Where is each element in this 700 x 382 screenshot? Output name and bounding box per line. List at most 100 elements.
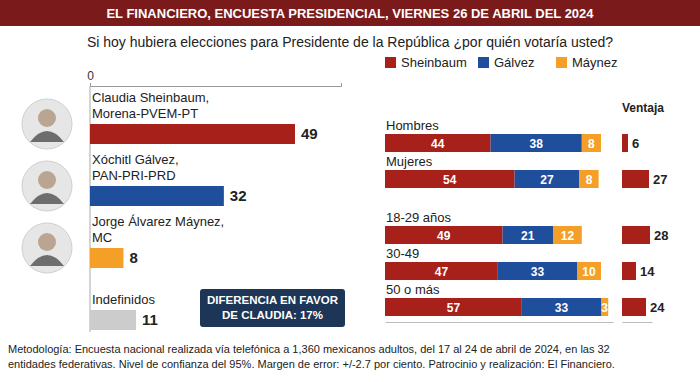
category-label: Claudia Sheinbaum,Morena-PVEM-PT — [92, 90, 209, 121]
bar — [622, 170, 649, 188]
data-label: 28 — [654, 228, 668, 243]
bar — [90, 186, 224, 206]
data-label: 54 — [443, 173, 457, 187]
bar-segment — [491, 134, 582, 152]
bar-segment — [522, 298, 601, 316]
data-label: 6 — [632, 136, 639, 151]
photo-head — [38, 109, 56, 127]
legend-label: Sheinbaum — [401, 55, 467, 70]
chart-root: EL FINANCIERO, ENCUESTA PRESIDENCIAL, VI… — [0, 0, 700, 382]
chart-title: Ventaja — [622, 101, 664, 115]
bar-segment — [385, 298, 522, 316]
data-label: 10 — [582, 265, 596, 279]
breakdown-chart: Sheinbaum Gálvez Máynez Hombres Mujeres 18-29… — [385, 55, 618, 323]
legend-swatch — [385, 57, 396, 68]
bar-segment — [385, 226, 503, 244]
axis-line — [386, 322, 614, 323]
data-label: 33 — [555, 301, 569, 315]
data-label: 27 — [653, 172, 667, 187]
data-label: 24 — [650, 300, 665, 315]
data-label: 11 — [142, 311, 158, 328]
photo-body — [30, 131, 64, 142]
bar-segment — [385, 134, 491, 152]
legend-label: Gálvez — [494, 55, 534, 70]
question: Si hoy hubiera elecciones para President… — [87, 34, 613, 50]
category-label: 50 o más — [386, 282, 440, 297]
x-axis: 0 — [87, 69, 341, 87]
annotation: DIFERENCIA EN FAVORDE CLAUDIA: 17% — [207, 294, 339, 321]
bar — [622, 226, 650, 244]
tick: 0 — [87, 69, 94, 86]
bar-segment — [582, 134, 601, 152]
data-label: 32 — [230, 187, 247, 204]
data-label: 8 — [129, 249, 137, 266]
bar — [90, 124, 295, 144]
data-label: 14 — [640, 264, 655, 279]
legend-label: Máynez — [572, 55, 618, 70]
methodology: entidades federativas. Nivel de confianz… — [8, 358, 615, 370]
photo-frame — [22, 99, 72, 149]
data-label: 27 — [540, 173, 554, 187]
advantage-chart: Ventaja 6 27 28 14 24 — [622, 101, 668, 323]
legend: Sheinbaum Gálvez Máynez — [385, 55, 618, 70]
tick-mark — [90, 83, 91, 86]
bar — [622, 262, 636, 280]
bar — [90, 310, 136, 330]
photo — [22, 161, 72, 211]
axis-line — [91, 83, 342, 87]
bar-segment — [498, 262, 577, 280]
bars — [622, 134, 650, 316]
bar-segment — [385, 170, 515, 188]
category-label: Mujeres — [386, 154, 433, 169]
category-label: Indefinidos — [92, 292, 155, 307]
data-label: 8 — [586, 173, 593, 187]
photo — [22, 223, 72, 273]
photo-head — [38, 171, 56, 189]
legend-swatch — [556, 57, 567, 68]
grid-line — [90, 86, 91, 332]
data-label: 38 — [530, 137, 544, 151]
photo-body — [30, 193, 64, 204]
bar — [90, 248, 123, 268]
category-label: Hombres — [386, 118, 439, 133]
photo-frame — [22, 223, 72, 273]
bar-segment — [579, 170, 598, 188]
x-axis — [623, 322, 653, 323]
photo-frame — [22, 161, 72, 211]
bar — [622, 298, 646, 316]
data-label: 47 — [435, 265, 449, 279]
data-label: 3 — [601, 301, 608, 315]
category-label: 30-49 — [386, 246, 419, 261]
annotation-box — [200, 289, 345, 327]
photo-head — [38, 233, 56, 251]
photo-body — [30, 255, 64, 266]
data-label: 49 — [301, 125, 318, 142]
title: EL FINANCIERO, ENCUESTA PRESIDENCIAL, VI… — [106, 6, 594, 21]
header-band — [0, 0, 700, 26]
bar-segment — [515, 170, 580, 188]
data-label: 12 — [561, 229, 575, 243]
category-label: Jorge Álvarez Máynez,MC — [92, 214, 224, 245]
data-label: 44 — [431, 137, 445, 151]
overall-chart: 0 Claudia Sheinbaum,Morena-PVEM-PT Xóchitl… — [22, 69, 345, 332]
data-label: 21 — [521, 229, 535, 243]
bar-segment — [385, 262, 498, 280]
x-axis — [386, 322, 614, 323]
photo — [22, 99, 72, 149]
bar-segment — [503, 226, 553, 244]
axis-line — [623, 322, 653, 323]
bar-segment — [577, 262, 601, 280]
bar-segment — [553, 226, 582, 244]
data-label: 8 — [588, 137, 595, 151]
bar — [622, 134, 628, 152]
legend-swatch — [478, 57, 489, 68]
data-label: 33 — [531, 265, 545, 279]
category-label: 18-29 años — [386, 210, 452, 225]
data-label: 49 — [437, 229, 451, 243]
bar-segment — [601, 298, 608, 316]
category-label: Xóchitl Gálvez,PAN-PRI-PRD — [92, 152, 179, 183]
data-label: 57 — [447, 301, 461, 315]
methodology: Metodología: Encuesta nacional realizada… — [8, 343, 610, 355]
bars — [385, 134, 608, 316]
tick-label: 0 — [87, 69, 94, 83]
